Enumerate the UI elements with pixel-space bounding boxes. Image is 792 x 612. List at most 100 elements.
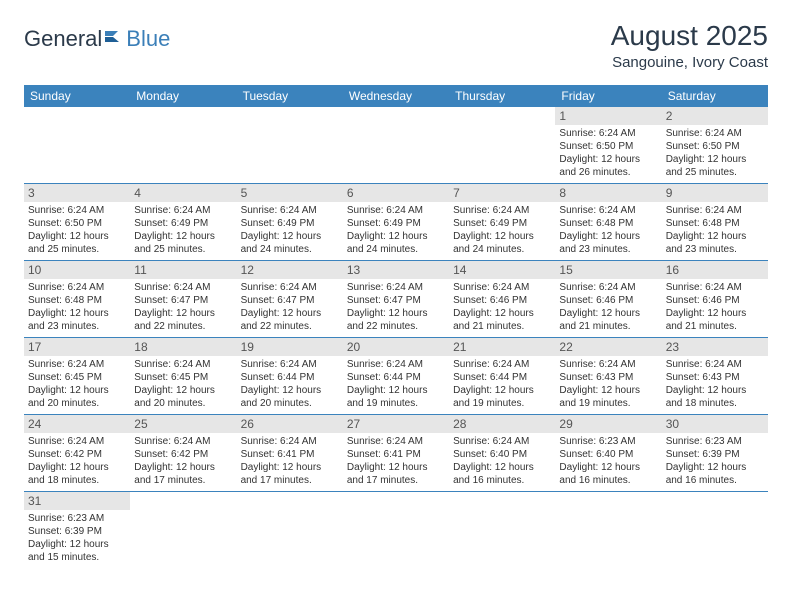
day-number: 12 [237, 261, 343, 279]
day-info: Sunrise: 6:23 AMSunset: 6:40 PMDaylight:… [559, 435, 657, 487]
calendar-cell: 29Sunrise: 6:23 AMSunset: 6:40 PMDayligh… [555, 415, 661, 492]
day-number: 24 [24, 415, 130, 433]
day-info: Sunrise: 6:24 AMSunset: 6:41 PMDaylight:… [347, 435, 445, 487]
day-info: Sunrise: 6:24 AMSunset: 6:44 PMDaylight:… [453, 358, 551, 410]
location: Sangouine, Ivory Coast [611, 54, 768, 71]
calendar-row: 24 Sunrise: 6:24 AMSunset: 6:42 PMDayligh… [24, 415, 768, 492]
calendar-cell: 5 Sunrise: 6:24 AMSunset: 6:49 PMDaylight… [237, 184, 343, 261]
calendar-cell: 14 Sunrise: 6:24 AMSunset: 6:46 PMDayligh… [449, 261, 555, 338]
day-info: Sunrise: 6:24 AMSunset: 6:48 PMDaylight:… [559, 204, 657, 256]
day-info: Sunrise: 6:24 AMSunset: 6:46 PMDaylight:… [453, 281, 551, 333]
calendar-cell-empty [237, 492, 343, 569]
day-header: Thursday [449, 85, 555, 107]
calendar-cell: 10 Sunrise: 6:24 AMSunset: 6:48 PMDayligh… [24, 261, 130, 338]
calendar-cell: 22 Sunrise: 6:24 AMSunset: 6:43 PMDayligh… [555, 338, 661, 415]
calendar-cell: 15 Sunrise: 6:24 AMSunset: 6:46 PMDayligh… [555, 261, 661, 338]
day-number: 20 [343, 338, 449, 356]
logo-text-blue: Blue [126, 26, 170, 52]
day-info: Sunrise: 6:24 AMSunset: 6:50 PMDaylight:… [28, 204, 126, 256]
day-number: 17 [24, 338, 130, 356]
calendar-cell: 23Sunrise: 6:24 AMSunset: 6:43 PMDayligh… [662, 338, 768, 415]
day-info: Sunrise: 6:24 AMSunset: 6:49 PMDaylight:… [241, 204, 339, 256]
day-info: Sunrise: 6:24 AMSunset: 6:45 PMDaylight:… [134, 358, 232, 410]
calendar-cell-empty [343, 107, 449, 184]
day-header: Sunday [24, 85, 130, 107]
calendar-cell: 11 Sunrise: 6:24 AMSunset: 6:47 PMDayligh… [130, 261, 236, 338]
day-info: Sunrise: 6:24 AMSunset: 6:49 PMDaylight:… [134, 204, 232, 256]
calendar-row: 1Sunrise: 6:24 AMSunset: 6:50 PMDaylight… [24, 107, 768, 184]
calendar-cell: 1Sunrise: 6:24 AMSunset: 6:50 PMDaylight… [555, 107, 661, 184]
day-number: 3 [24, 184, 130, 202]
day-number: 27 [343, 415, 449, 433]
calendar-cell: 17 Sunrise: 6:24 AMSunset: 6:45 PMDayligh… [24, 338, 130, 415]
calendar-cell: 27 Sunrise: 6:24 AMSunset: 6:41 PMDayligh… [343, 415, 449, 492]
day-number: 28 [449, 415, 555, 433]
day-number: 23 [662, 338, 768, 356]
day-number: 13 [343, 261, 449, 279]
day-header: Tuesday [237, 85, 343, 107]
day-info: Sunrise: 6:24 AMSunset: 6:50 PMDaylight:… [559, 127, 657, 179]
calendar-row: 10 Sunrise: 6:24 AMSunset: 6:48 PMDayligh… [24, 261, 768, 338]
day-number: 11 [130, 261, 236, 279]
calendar-cell-empty [24, 107, 130, 184]
day-number: 18 [130, 338, 236, 356]
title-block: August 2025 Sangouine, Ivory Coast [611, 20, 768, 71]
day-number: 6 [343, 184, 449, 202]
day-number: 5 [237, 184, 343, 202]
day-header: Saturday [662, 85, 768, 107]
day-number: 2 [662, 107, 768, 125]
calendar-cell: 18 Sunrise: 6:24 AMSunset: 6:45 PMDayligh… [130, 338, 236, 415]
calendar-cell: 13Sunrise: 6:24 AMSunset: 6:47 PMDayligh… [343, 261, 449, 338]
day-info: Sunrise: 6:24 AMSunset: 6:46 PMDaylight:… [666, 281, 764, 333]
header: General Blue August 2025 Sangouine, Ivor… [24, 20, 768, 71]
day-number: 8 [555, 184, 661, 202]
day-number: 16 [662, 261, 768, 279]
day-info: Sunrise: 6:24 AMSunset: 6:47 PMDaylight:… [134, 281, 232, 333]
calendar-row: 17Sunrise: 6:24 AMSunset: 6:45 PMDayligh… [24, 338, 768, 415]
calendar-cell: 8 Sunrise: 6:24 AMSunset: 6:48 PMDaylight… [555, 184, 661, 261]
calendar: SundayMondayTuesdayWednesdayThursdayFrid… [24, 85, 768, 568]
day-info: Sunrise: 6:24 AMSunset: 6:44 PMDaylight:… [241, 358, 339, 410]
logo: General Blue [24, 26, 170, 52]
calendar-row: 31 Sunrise: 6:23 AMSunset: 6:39 PMDayligh… [24, 492, 768, 569]
day-number: 14 [449, 261, 555, 279]
calendar-cell: 3 Sunrise: 6:24 AMSunset: 6:50 PMDaylight… [24, 184, 130, 261]
calendar-cell: 24 Sunrise: 6:24 AMSunset: 6:42 PMDayligh… [24, 415, 130, 492]
day-number: 21 [449, 338, 555, 356]
calendar-cell: 26Sunrise: 6:24 AMSunset: 6:41 PMDayligh… [237, 415, 343, 492]
day-info: Sunrise: 6:24 AMSunset: 6:48 PMDaylight:… [28, 281, 126, 333]
day-info: Sunrise: 6:24 AMSunset: 6:42 PMDaylight:… [28, 435, 126, 487]
day-number: 7 [449, 184, 555, 202]
calendar-cell: 20Sunrise: 6:24 AMSunset: 6:44 PMDayligh… [343, 338, 449, 415]
day-info: Sunrise: 6:24 AMSunset: 6:50 PMDaylight:… [666, 127, 764, 179]
day-info: Sunrise: 6:24 AMSunset: 6:40 PMDaylight:… [453, 435, 551, 487]
day-info: Sunrise: 6:24 AMSunset: 6:43 PMDaylight:… [559, 358, 657, 410]
day-header: Monday [130, 85, 236, 107]
day-number: 4 [130, 184, 236, 202]
calendar-cell: 28 Sunrise: 6:24 AMSunset: 6:40 PMDayligh… [449, 415, 555, 492]
day-info: Sunrise: 6:24 AMSunset: 6:45 PMDaylight:… [28, 358, 126, 410]
day-info: Sunrise: 6:23 AMSunset: 6:39 PMDaylight:… [666, 435, 764, 487]
calendar-cell: 25Sunrise: 6:24 AMSunset: 6:42 PMDayligh… [130, 415, 236, 492]
day-number: 31 [24, 492, 130, 510]
day-number: 10 [24, 261, 130, 279]
day-number: 19 [237, 338, 343, 356]
day-number: 26 [237, 415, 343, 433]
calendar-row: 3 Sunrise: 6:24 AMSunset: 6:50 PMDaylight… [24, 184, 768, 261]
calendar-cell-empty [449, 107, 555, 184]
day-number: 22 [555, 338, 661, 356]
day-info: Sunrise: 6:24 AMSunset: 6:49 PMDaylight:… [453, 204, 551, 256]
calendar-cell-empty [662, 492, 768, 569]
calendar-cell-empty [237, 107, 343, 184]
calendar-cell-empty [130, 492, 236, 569]
day-info: Sunrise: 6:23 AMSunset: 6:39 PMDaylight:… [28, 512, 126, 564]
calendar-cell-empty [555, 492, 661, 569]
calendar-cell: 16 Sunrise: 6:24 AMSunset: 6:46 PMDayligh… [662, 261, 768, 338]
calendar-cell: 12Sunrise: 6:24 AMSunset: 6:47 PMDayligh… [237, 261, 343, 338]
calendar-cell: 30Sunrise: 6:23 AMSunset: 6:39 PMDayligh… [662, 415, 768, 492]
day-number: 25 [130, 415, 236, 433]
calendar-cell: 21 Sunrise: 6:24 AMSunset: 6:44 PMDayligh… [449, 338, 555, 415]
day-info: Sunrise: 6:24 AMSunset: 6:46 PMDaylight:… [559, 281, 657, 333]
day-number: 15 [555, 261, 661, 279]
day-info: Sunrise: 6:24 AMSunset: 6:49 PMDaylight:… [347, 204, 445, 256]
